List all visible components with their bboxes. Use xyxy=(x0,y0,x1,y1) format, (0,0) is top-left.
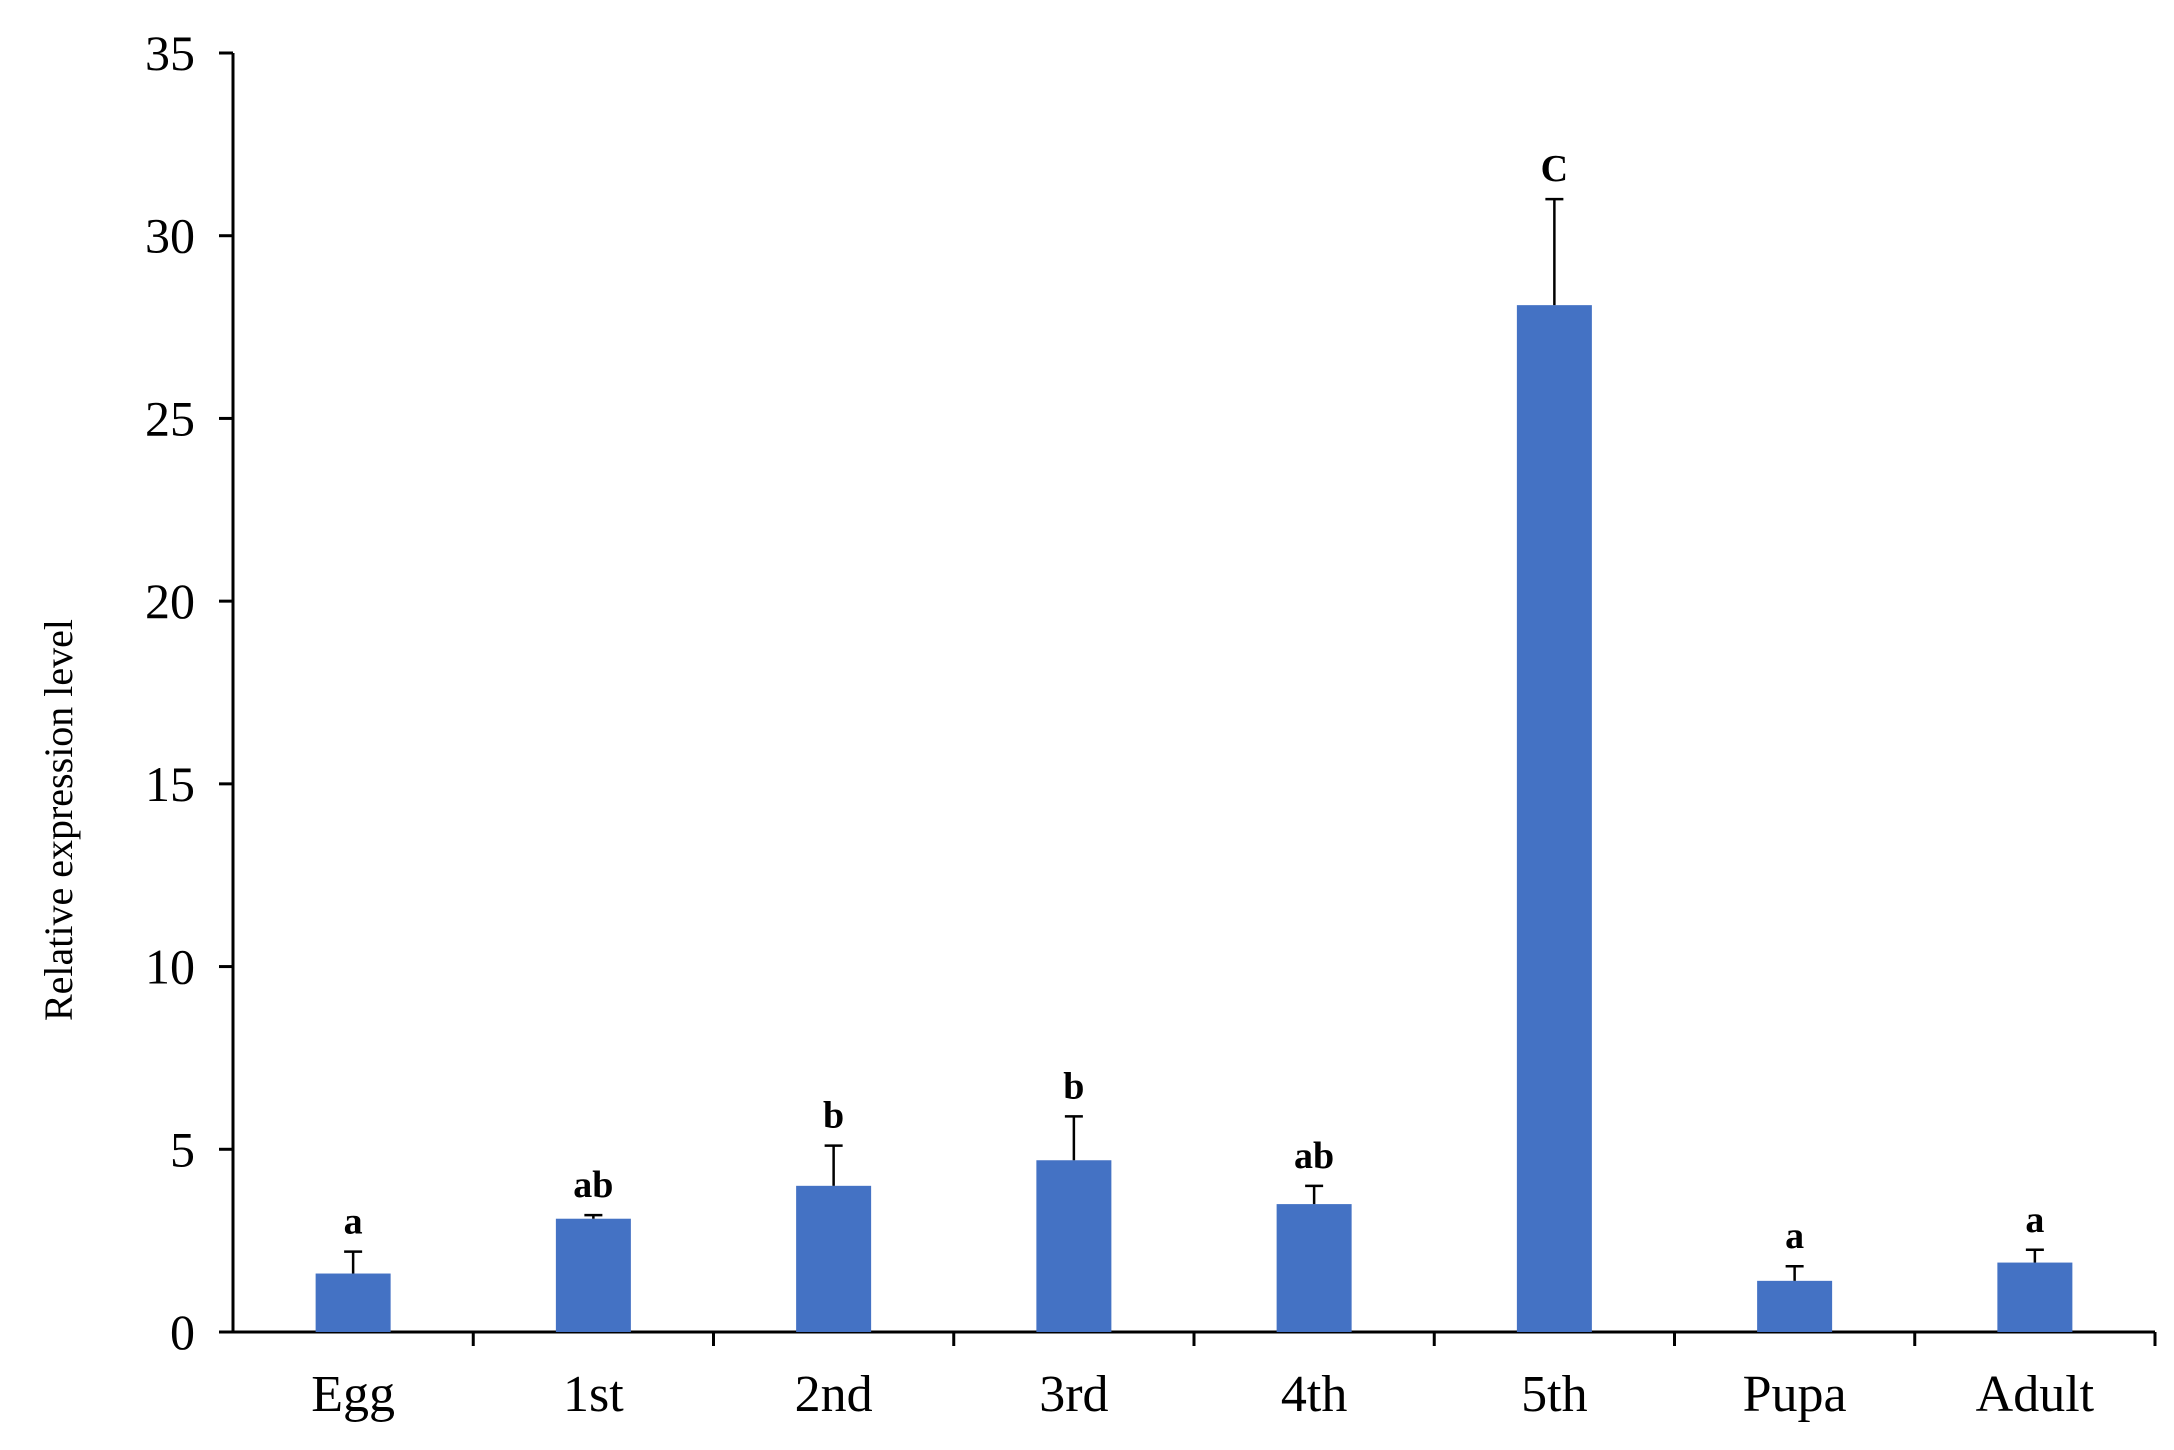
significance-label: a xyxy=(1785,1215,1804,1257)
x-category-label: 1st xyxy=(563,1366,624,1423)
x-axis xyxy=(233,1330,2157,1346)
labels: a Egg ab 1st b 2nd b 3rd ab 4th C 5th a Pupa a Adult xyxy=(311,148,2094,1423)
significance-label: ab xyxy=(573,1164,613,1206)
bar xyxy=(1997,1262,2073,1332)
y-tick-label: 15 xyxy=(145,756,195,812)
x-category-label: Pupa xyxy=(1743,1366,1847,1423)
bar xyxy=(796,1185,872,1332)
x-category-label: 5th xyxy=(1521,1366,1587,1423)
y-tick-label: 5 xyxy=(170,1121,195,1177)
significance-label: a xyxy=(2025,1199,2044,1241)
significance-label: ab xyxy=(1294,1135,1334,1177)
x-category-label: Egg xyxy=(311,1366,395,1423)
significance-label: b xyxy=(1063,1065,1084,1107)
bar xyxy=(1036,1160,1112,1332)
bar xyxy=(555,1218,631,1332)
x-category-label: 2nd xyxy=(795,1366,873,1423)
y-tick-label: 25 xyxy=(145,390,195,446)
significance-label: C xyxy=(1541,148,1568,190)
x-category-label: 3rd xyxy=(1039,1366,1108,1423)
y-axis: 0 5 10 15 20 25 30 35 xyxy=(145,25,235,1360)
y-tick-label: 35 xyxy=(145,25,195,81)
error-bars xyxy=(344,197,2044,1281)
x-category-label: Adult xyxy=(1976,1366,2095,1423)
bar xyxy=(315,1273,391,1332)
significance-label: b xyxy=(823,1095,844,1137)
bar xyxy=(1516,305,1592,1332)
bar xyxy=(1757,1280,1833,1332)
significance-label: a xyxy=(344,1201,363,1243)
bars xyxy=(315,305,2073,1332)
y-tick-label: 30 xyxy=(145,208,195,264)
x-category-label: 4th xyxy=(1281,1366,1347,1423)
bar xyxy=(1276,1204,1352,1332)
y-tick-label: 20 xyxy=(145,573,195,629)
y-axis-title: Relative expression level xyxy=(36,619,81,1021)
y-tick-label: 10 xyxy=(145,939,195,995)
y-tick-label: 0 xyxy=(170,1304,195,1360)
